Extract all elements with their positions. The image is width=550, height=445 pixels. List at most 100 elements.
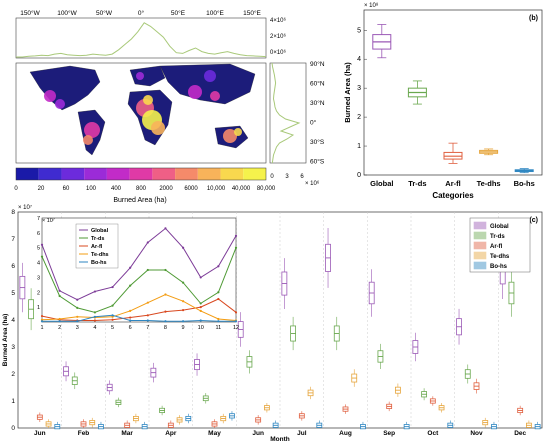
top-y-tick: 0×10⁶: [270, 49, 287, 56]
panel-c-xtick: Sep: [383, 430, 395, 437]
panel-c-xtick: Jul: [297, 430, 307, 437]
inset-point: [93, 290, 97, 293]
burn-hotspot: [210, 91, 220, 101]
panel-c-xtick: Dec: [514, 430, 526, 437]
inset-point: [146, 241, 149, 244]
legend-entry: Tr-ds: [490, 234, 505, 240]
burn-hotspot: [223, 129, 237, 143]
colorbar-tick: 800: [136, 186, 147, 192]
inset-point: [93, 315, 97, 318]
inset-ytick: 2: [37, 290, 40, 296]
colorbar-legend: 0 20 60 100 400 800 2000 6000 10,000 40,000 80,000: [14, 167, 276, 192]
panel-b: × 10⁸ (b) 0 1 2 3 4 5 Burned Area (ha) Categories…: [343, 2, 543, 200]
inset-point: [93, 319, 97, 322]
legend-swatch: [473, 231, 487, 240]
inset-xtick: 8: [164, 325, 167, 331]
world-map: [15, 62, 267, 164]
inset-point: [217, 291, 220, 294]
inset-point: [234, 246, 238, 249]
inset-point: [181, 309, 185, 312]
colorbar-swatch: [106, 168, 130, 180]
top-lon-tick: 50°W: [96, 9, 113, 17]
side-x-tick: 6: [300, 174, 304, 180]
inset-point: [181, 281, 185, 284]
panel-c-xtick: Jun: [252, 430, 264, 437]
latitude-profile: 90°N 60°N 30°N 0° 30°S 60°S 0 3 6: [269, 60, 325, 180]
legend-swatch: [473, 221, 487, 230]
panel-b-ytick: 5: [357, 27, 361, 34]
panel-c-xtick: Apr: [165, 430, 177, 437]
inset-point: [40, 320, 44, 323]
inset-ytick: 1: [37, 305, 40, 311]
inset-point: [164, 268, 167, 272]
inset-ytick: 7: [37, 216, 40, 222]
panel-b-ytick: 2: [357, 114, 361, 121]
inset-point: [58, 320, 61, 323]
continent-asia: [159, 63, 256, 105]
colorbar-tick: 400: [111, 186, 122, 192]
colorbar-tick: 60: [63, 186, 70, 192]
inset-point: [217, 320, 220, 323]
panel-b-ytick: 0: [357, 172, 361, 179]
top-lon-tick: 0°: [138, 9, 145, 17]
panel-b-label: (b): [529, 15, 538, 22]
burn-hotspot: [234, 128, 242, 136]
panel-c-label: (c): [529, 217, 538, 224]
inset-xtick: 1: [40, 325, 43, 331]
colorbar-swatch: [38, 168, 62, 180]
continent-europe: [129, 65, 166, 87]
inset-point: [76, 306, 79, 309]
panel-b-ylabel: Burned Area (ha): [343, 62, 352, 123]
inset-legend-entry: Bo-hs: [91, 260, 107, 266]
inset-xtick: 11: [216, 325, 222, 331]
lat-tick: 30°S: [310, 138, 325, 146]
inset-point: [111, 314, 114, 317]
panel-b-exp: × 10⁸: [364, 2, 379, 9]
panel-c-xlabel: Month: [270, 436, 290, 443]
latitude-profile-line: [271, 62, 301, 164]
inset-point: [129, 266, 132, 269]
inset-point: [93, 311, 97, 314]
inset-point: [234, 234, 238, 237]
inset-line-bo-hs: [42, 314, 236, 322]
panel-c-ytick: 8: [11, 209, 15, 216]
colorbar-tick: 6000: [184, 186, 198, 192]
inset-point: [234, 320, 238, 323]
inset-legend-entry: Tr-ds: [91, 236, 104, 242]
colorbar-swatch: [220, 168, 244, 180]
burn-hotspot: [44, 90, 56, 102]
panel-b-xtick: Tr-ds: [408, 179, 426, 188]
top-lon-tick: 150°E: [243, 9, 261, 17]
panel-c-ytick: 7: [11, 236, 15, 243]
panel-a-label: (a): [21, 153, 30, 160]
inset-point: [199, 302, 202, 305]
top-lon-tick: 100°W: [57, 9, 77, 17]
panel-b-ytick: 1: [357, 143, 361, 150]
inset-ytick: 3: [37, 275, 40, 281]
panel-b-xtick: Te-dhs: [477, 179, 501, 188]
side-x-tick: 0: [270, 174, 274, 180]
colorbar-swatch: [152, 168, 176, 180]
panel-c-ytick: 5: [11, 290, 15, 297]
colorbar-swatch: [16, 168, 39, 180]
colorbar-frame: [15, 167, 267, 181]
inset-point: [181, 246, 185, 249]
top-y-tick: 4×10⁶: [270, 17, 287, 24]
panel-c-ylabel: Burned Area (ha): [2, 314, 9, 367]
panel-c-ytick: 6: [11, 263, 15, 270]
legend-entry: Bo-hs: [490, 264, 508, 270]
panel-c-xtick: Mar: [121, 430, 133, 437]
inset-point: [146, 314, 149, 317]
panel-c-ytick: 0: [11, 425, 15, 432]
burn-hotspot: [204, 70, 216, 82]
inset-point: [146, 268, 149, 272]
inset-xtick: 12: [233, 325, 239, 331]
panel-c-xtick: Oct: [427, 430, 439, 437]
colorbar-tick: 0: [14, 186, 18, 192]
lat-tick: 30°N: [310, 99, 325, 107]
colorbar-swatch: [61, 168, 85, 180]
inset-point: [58, 294, 61, 298]
lat-tick: 0°: [310, 119, 317, 127]
legend-entry: Te-dhs: [490, 254, 510, 260]
